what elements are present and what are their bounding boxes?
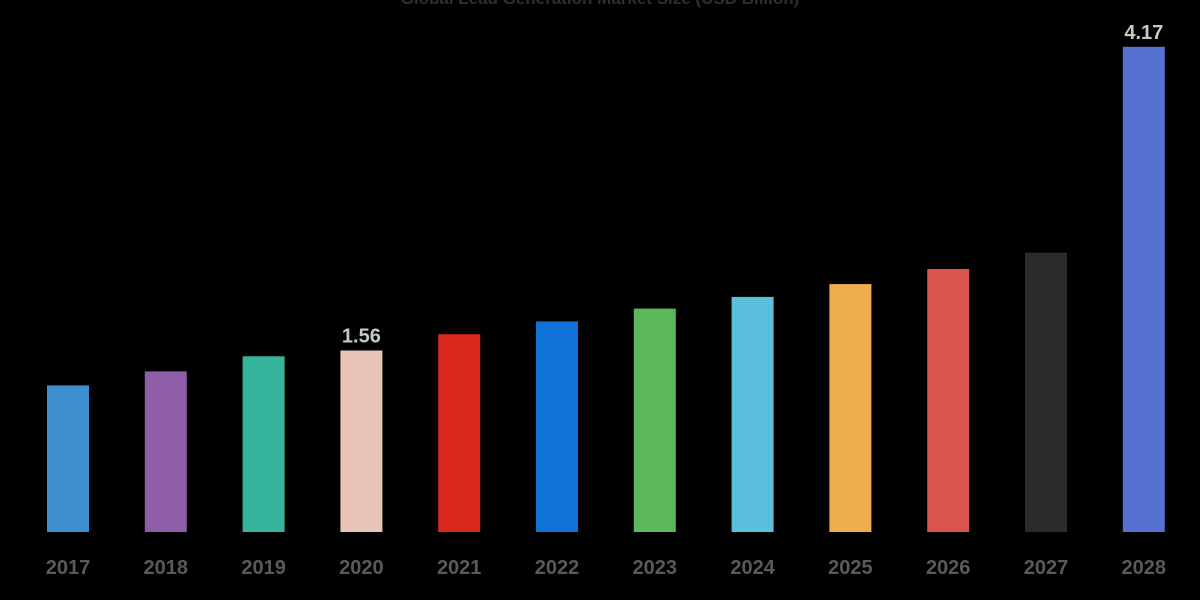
- bar-2019: [242, 356, 285, 532]
- bar-2028: [1122, 46, 1165, 533]
- x-tick-label-2023: 2023: [633, 557, 678, 579]
- bar-2022: [536, 321, 578, 532]
- x-tick-label-2024: 2024: [730, 557, 775, 579]
- x-tick-label-2025: 2025: [828, 557, 873, 579]
- bar-2027: [1025, 252, 1067, 532]
- chart-title: Global Lead Generation Market Size (USD …: [401, 0, 800, 8]
- x-tick-label-2022: 2022: [535, 557, 580, 579]
- x-tick-label-2027: 2027: [1024, 557, 1069, 579]
- x-tick-label-2019: 2019: [241, 557, 286, 579]
- data-label-2028: 4.17: [1124, 22, 1163, 44]
- bars-group: [47, 46, 1165, 533]
- data-label-2020: 1.56: [342, 326, 381, 348]
- bar-2024: [731, 296, 774, 532]
- x-axis-tick-labels: 2017 2018 2019 2020 2021 2022 2023 2024 2025 2026…: [46, 557, 1166, 579]
- bar-2023: [633, 308, 676, 532]
- x-tick-label-2017: 2017: [46, 557, 91, 579]
- bar-2025: [829, 284, 872, 532]
- x-tick-label-2021: 2021: [437, 557, 482, 579]
- x-tick-label-2020: 2020: [339, 557, 384, 579]
- x-tick-label-2028: 2028: [1122, 557, 1167, 579]
- bar-2017: [47, 385, 89, 532]
- bar-2020: [340, 350, 383, 532]
- value-labels-group: 1.56 4.17: [342, 22, 1163, 348]
- bar-2026: [927, 269, 970, 532]
- x-tick-label-2018: 2018: [144, 557, 189, 579]
- bar-2018: [144, 371, 187, 532]
- bar-2021: [438, 334, 481, 532]
- x-tick-label-2026: 2026: [926, 557, 971, 579]
